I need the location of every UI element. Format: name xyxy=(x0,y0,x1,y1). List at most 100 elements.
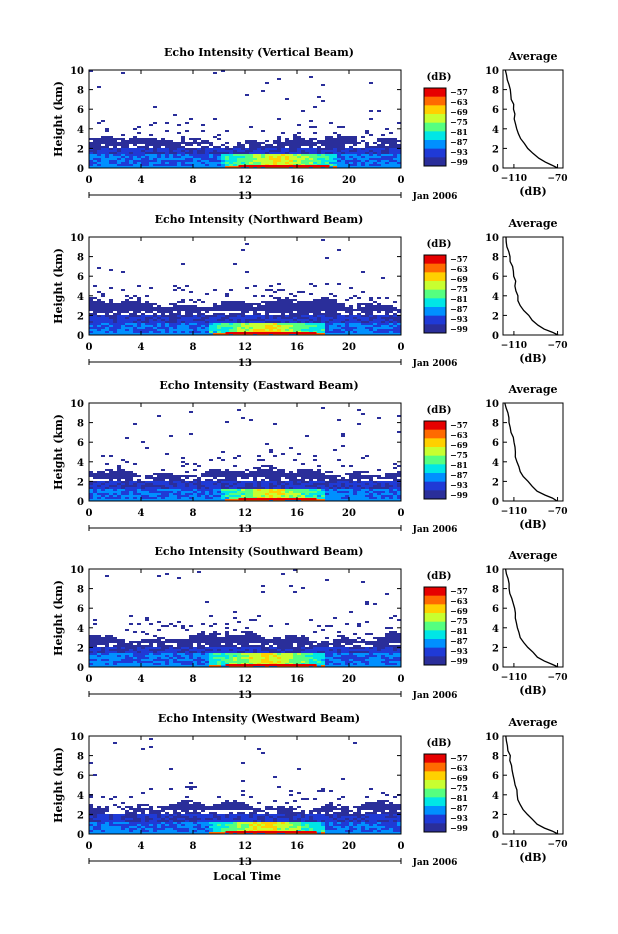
heatmap-cell xyxy=(145,309,149,311)
heatmap-cell xyxy=(361,413,365,415)
heatmap-cell xyxy=(289,639,293,641)
heatmap-cell xyxy=(101,136,105,138)
heatmap-cell xyxy=(285,148,289,150)
heatmap-cell xyxy=(217,317,221,319)
heatmap-cell xyxy=(93,307,97,309)
heatmap-cell xyxy=(205,325,209,327)
heatmap-cell xyxy=(161,487,165,489)
heatmap-cell xyxy=(273,647,277,649)
heatmap-cell xyxy=(261,158,265,160)
heatmap-cell xyxy=(109,485,113,487)
heatmap-cell xyxy=(297,144,301,146)
heatmap-cell xyxy=(213,307,217,309)
heatmap-cell xyxy=(361,655,365,657)
heatmap-cell xyxy=(117,315,121,317)
heatmap-cell xyxy=(325,641,329,643)
heatmap-cell xyxy=(161,495,165,497)
heatmap-cell xyxy=(125,156,129,158)
heatmap-cell xyxy=(273,309,277,311)
heatmap-cell xyxy=(125,331,129,333)
heatmap-cell xyxy=(217,473,221,475)
heatmap-cell xyxy=(205,158,209,160)
heatmap-cell xyxy=(341,142,345,144)
heatmap-cell xyxy=(221,313,225,315)
heatmap-cell xyxy=(197,633,201,635)
heatmap-cell xyxy=(169,493,173,495)
heatmap-cell xyxy=(349,491,353,493)
heatmap-cell xyxy=(285,315,289,317)
heatmap-cell xyxy=(129,305,133,307)
heatmap-cell xyxy=(377,146,381,148)
heatmap-cell xyxy=(153,321,157,323)
heatmap-cell xyxy=(197,647,201,649)
heatmap-cell xyxy=(129,327,133,329)
heatmap-cell xyxy=(273,317,277,319)
heatmap-cell xyxy=(181,495,185,497)
heatmap-cell xyxy=(245,637,249,639)
heatmap-cell xyxy=(137,493,141,495)
heatmap-cell xyxy=(157,649,161,651)
heatmap-cell xyxy=(253,471,257,473)
heatmap-cell xyxy=(309,319,313,321)
heatmap-cell xyxy=(213,150,217,152)
heatmap-cell xyxy=(129,663,133,665)
heatmap-cell xyxy=(309,317,313,319)
heatmap-cell xyxy=(301,327,305,329)
heatmap-cell xyxy=(301,655,305,657)
avg-y-tick-label: 4 xyxy=(492,292,499,303)
heatmap-cell xyxy=(341,661,345,663)
heatmap-cell xyxy=(109,136,113,138)
heatmap-cell xyxy=(293,142,297,144)
heatmap-cell xyxy=(345,156,349,158)
heatmap-cell xyxy=(277,489,281,491)
heatmap-cell xyxy=(361,489,365,491)
heatmap-cell xyxy=(301,637,305,639)
heatmap-cell xyxy=(133,653,137,655)
heatmap-cell xyxy=(113,327,117,329)
heatmap-cell xyxy=(89,491,93,493)
heatmap-cell xyxy=(133,152,137,154)
heatmap-cell xyxy=(121,487,125,489)
heatmap-cell xyxy=(325,579,329,581)
heatmap-cell xyxy=(209,158,213,160)
heatmap-cell xyxy=(185,122,189,124)
heatmap-cell xyxy=(185,657,189,659)
heatmap-cell xyxy=(201,146,205,148)
heatmap-cell xyxy=(349,305,353,307)
colorbar-label: (dB) xyxy=(427,405,452,416)
heatmap-cell xyxy=(121,321,125,323)
heatmap-cell xyxy=(105,150,109,152)
heatmap-cell xyxy=(177,483,181,485)
heatmap-cell xyxy=(273,475,277,477)
heatmap-cell xyxy=(389,631,393,633)
heatmap-cell xyxy=(145,148,149,150)
heatmap-cell xyxy=(353,659,357,661)
heatmap-cell xyxy=(317,305,321,307)
heatmap-cell xyxy=(205,317,209,319)
heatmap-cell xyxy=(281,160,285,162)
heatmap-cell xyxy=(293,160,297,162)
heatmap-cell xyxy=(181,649,185,651)
heatmap-cell xyxy=(373,495,377,497)
heatmap-cell xyxy=(309,305,313,307)
heatmap-cell xyxy=(385,307,389,309)
heatmap-cell xyxy=(261,475,265,477)
heatmap-cell xyxy=(217,497,221,499)
heatmap-cell xyxy=(173,305,177,307)
heatmap-cell xyxy=(193,154,197,156)
heatmap-cell xyxy=(229,319,233,321)
heatmap-cell xyxy=(165,653,169,655)
heatmap-cell xyxy=(397,154,401,156)
heatmap-cell xyxy=(273,467,277,469)
heatmap-cell xyxy=(101,321,105,323)
heatmap-cell xyxy=(385,477,389,479)
heatmap-cell xyxy=(173,164,177,166)
heatmap-cell xyxy=(301,301,305,303)
heatmap-cell xyxy=(225,154,229,156)
heatmap-cell xyxy=(273,327,277,329)
heatmap-cell xyxy=(221,327,225,329)
heatmap-cell xyxy=(245,639,249,641)
heatmap-cell xyxy=(337,485,341,487)
heatmap-cell xyxy=(129,485,133,487)
heatmap-cell xyxy=(269,491,273,493)
